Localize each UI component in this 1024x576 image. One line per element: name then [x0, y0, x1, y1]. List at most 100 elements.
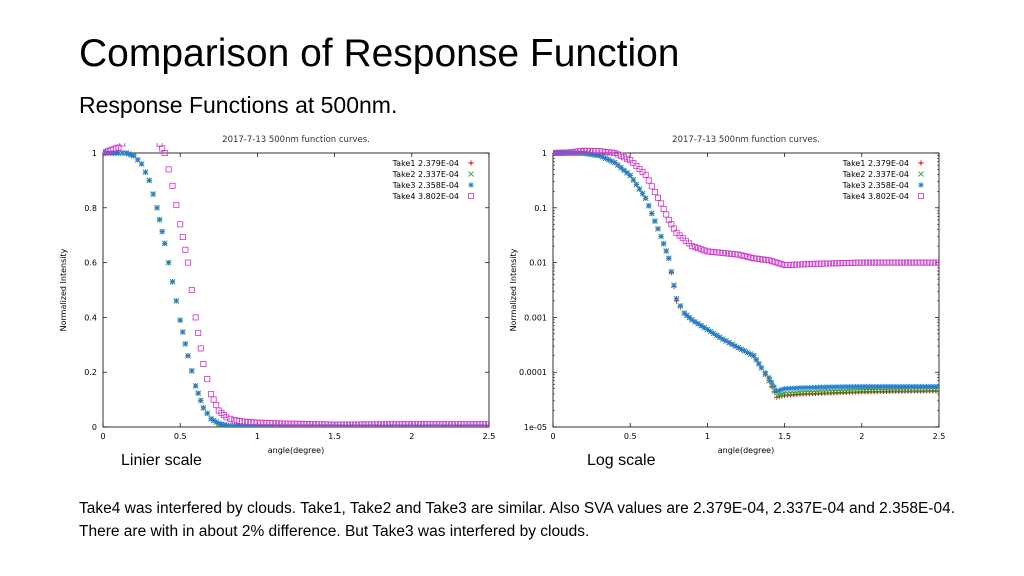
data-point — [660, 205, 667, 212]
data-point — [911, 383, 917, 390]
data-point — [216, 421, 222, 427]
data-point — [753, 357, 759, 363]
legend-marker — [918, 160, 924, 166]
data-point — [590, 147, 597, 154]
chart-title: 2017-7-13 500nm function curves. — [222, 135, 370, 145]
data-point — [714, 332, 720, 338]
data-point — [794, 385, 800, 391]
data-point — [890, 383, 896, 390]
legend-label: Take4 3.802E-04 — [842, 192, 909, 201]
data-point — [681, 310, 687, 316]
data-point — [433, 421, 440, 427]
data-point — [663, 211, 670, 218]
data-point — [893, 383, 899, 390]
legend-marker — [918, 171, 924, 177]
data-point — [684, 312, 690, 318]
x-axis-label: angle(degree) — [268, 446, 324, 455]
data-point — [294, 424, 301, 427]
data-point — [154, 137, 159, 142]
data-point — [750, 255, 757, 262]
data-point — [248, 424, 254, 427]
data-point — [837, 260, 844, 267]
data-point — [313, 421, 320, 427]
data-point — [923, 259, 930, 266]
data-point — [861, 259, 868, 266]
data-point — [198, 397, 204, 404]
data-point — [583, 147, 590, 154]
data-point — [267, 424, 273, 427]
data-point — [929, 259, 936, 266]
data-point — [732, 251, 739, 258]
data-point — [470, 421, 477, 427]
legend-marker — [468, 182, 474, 188]
data-point — [785, 385, 791, 392]
data-point — [874, 259, 881, 266]
data-point — [729, 250, 736, 257]
data-point — [741, 253, 748, 260]
data-point — [769, 258, 776, 265]
data-point — [917, 259, 924, 266]
data-point — [245, 418, 252, 425]
data-point — [689, 317, 695, 323]
data-point — [722, 250, 729, 257]
log-scale-caption: Log scale — [587, 452, 656, 469]
legend-label: Take1 2.379E-04 — [842, 159, 909, 168]
data-point — [580, 147, 587, 154]
data-point — [677, 303, 683, 309]
legend-marker — [467, 193, 474, 200]
data-point — [874, 383, 880, 390]
data-point — [223, 414, 230, 421]
slide-title: Comparison of Response Function — [79, 32, 680, 75]
data-point — [608, 149, 615, 156]
data-point — [776, 387, 783, 393]
linear-scale-caption: Linier scale — [121, 452, 202, 469]
data-point — [837, 384, 843, 390]
data-point — [618, 165, 624, 171]
data-point — [119, 150, 125, 156]
data-point — [169, 182, 176, 189]
data-point — [150, 191, 156, 197]
data-point — [707, 328, 714, 335]
data-point — [778, 261, 785, 268]
data-point — [843, 260, 850, 267]
data-point — [643, 195, 649, 201]
data-point — [306, 421, 313, 427]
data-point — [263, 419, 270, 426]
y-tick-label: 0.001 — [524, 313, 547, 322]
data-point — [920, 383, 927, 390]
data-point — [473, 421, 480, 427]
data-point — [880, 383, 887, 390]
data-point — [701, 325, 707, 331]
data-point — [177, 317, 183, 323]
data-point — [840, 260, 847, 267]
data-point — [325, 421, 332, 427]
data-point — [146, 177, 152, 183]
y-axis-label: Normalized Intensity — [509, 248, 518, 331]
x-tick-label: 1 — [705, 432, 710, 441]
data-point — [692, 319, 698, 325]
y-tick-label: 1 — [542, 149, 547, 158]
data-point — [279, 420, 286, 427]
data-point — [161, 149, 168, 156]
data-point — [655, 226, 661, 232]
data-point — [562, 149, 569, 156]
data-point — [485, 421, 489, 427]
data-point — [621, 154, 628, 161]
data-point — [806, 261, 813, 268]
data-point — [630, 177, 636, 183]
data-point — [303, 421, 310, 427]
data-point — [769, 379, 775, 385]
data-point — [390, 421, 397, 427]
data-point — [614, 151, 621, 158]
data-point — [291, 420, 298, 427]
data-point — [741, 348, 748, 354]
x-tick-label: 0 — [100, 432, 105, 441]
data-point — [294, 420, 301, 427]
data-point — [806, 384, 812, 391]
data-point — [898, 259, 905, 266]
data-point — [227, 423, 233, 427]
data-point — [282, 420, 289, 427]
y-axis-label: Normalized Intensity — [59, 248, 68, 331]
data-point — [128, 152, 134, 158]
data-point — [461, 421, 468, 427]
